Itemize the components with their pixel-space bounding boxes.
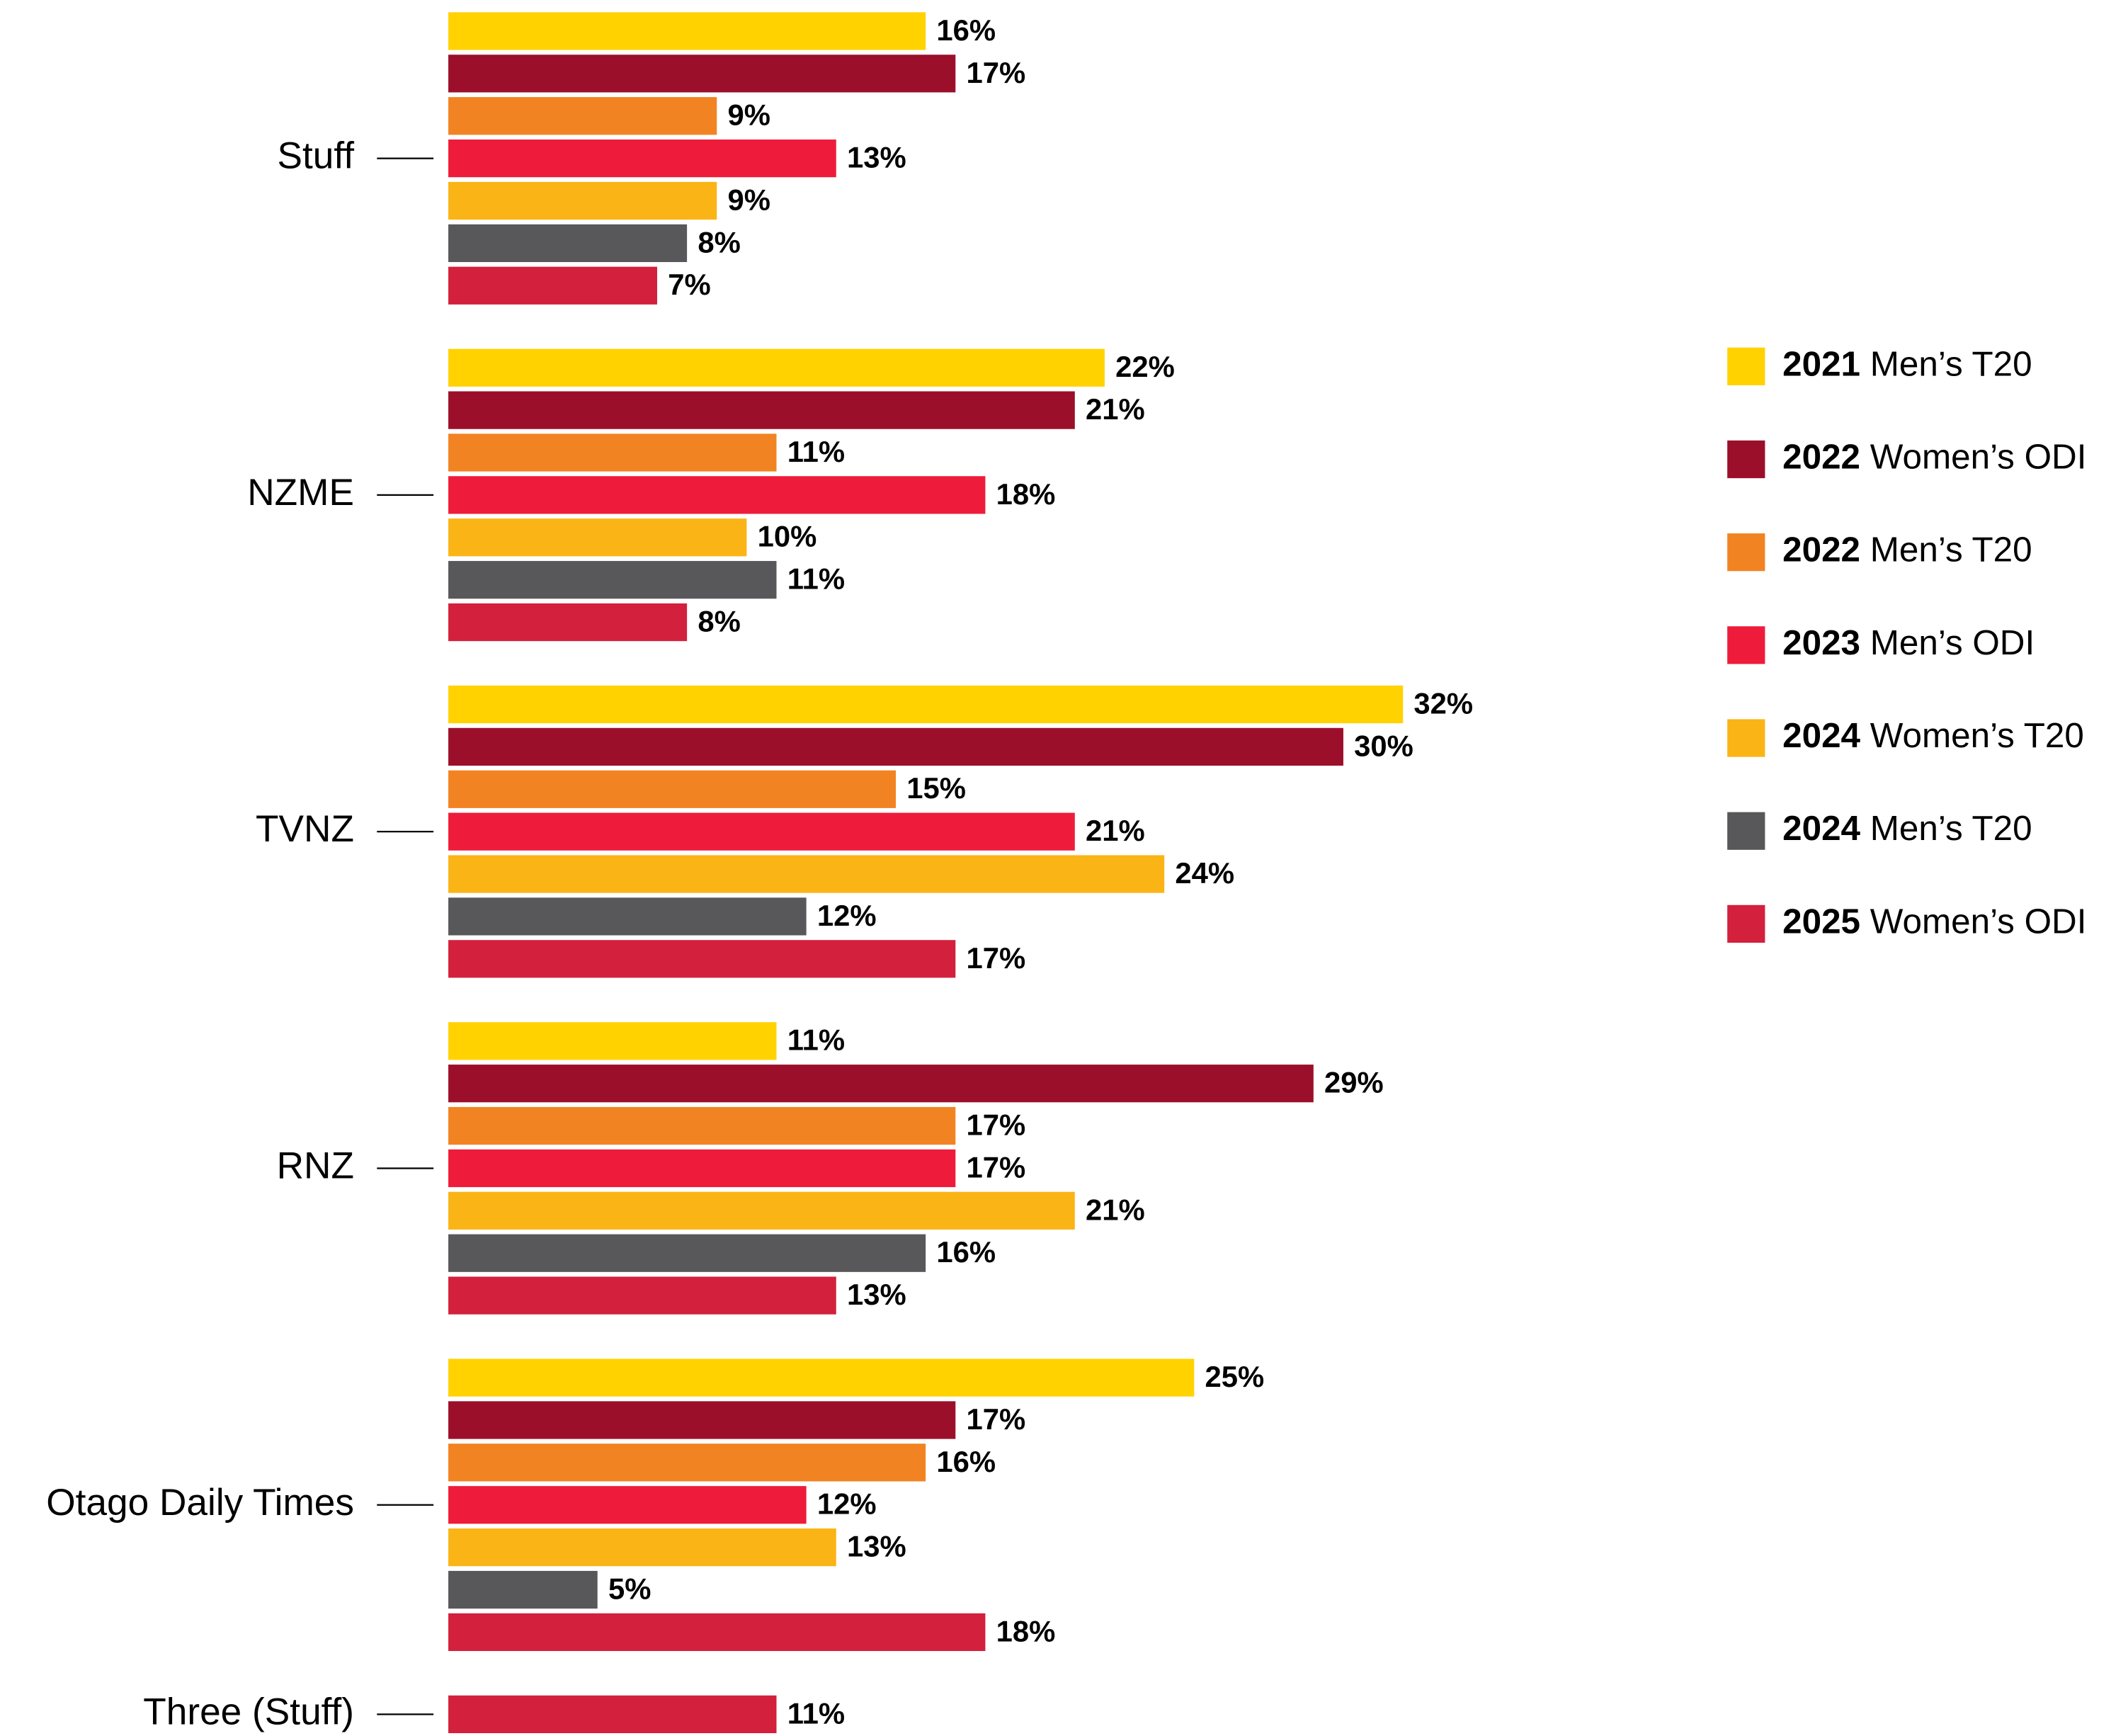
value-label: 11% <box>787 1696 845 1730</box>
value-label: 29% <box>1324 1066 1384 1099</box>
value-label: 21% <box>1086 1193 1145 1226</box>
bar <box>448 940 956 978</box>
bar <box>448 1191 1075 1230</box>
bar <box>448 1276 836 1315</box>
legend-label: 2022 Men’s T20 <box>1782 531 2032 569</box>
value-label: 30% <box>1354 729 1413 762</box>
bar <box>448 391 1075 429</box>
bar <box>448 1022 777 1060</box>
legend-swatch <box>1727 904 1765 943</box>
value-label: 9% <box>727 98 770 132</box>
category-label: Stuff <box>278 135 355 177</box>
legend-label: 2024 Women’s T20 <box>1782 716 2084 755</box>
bar <box>448 685 1404 724</box>
legend-swatch <box>1727 626 1765 664</box>
value-label: 25% <box>1205 1360 1265 1393</box>
value-label: 9% <box>727 183 770 216</box>
value-label: 12% <box>817 899 877 932</box>
value-label: 8% <box>698 604 740 637</box>
value-label: 12% <box>817 1487 877 1521</box>
legend-swatch <box>1727 719 1765 757</box>
bar <box>448 1613 986 1652</box>
legend-label: 2023 Men’s ODI <box>1782 623 2035 662</box>
value-label: 16% <box>936 13 996 47</box>
value-label: 17% <box>966 1150 1025 1184</box>
value-label: 13% <box>847 141 906 174</box>
value-label: 17% <box>966 1108 1025 1142</box>
category-label: RNZ <box>277 1145 354 1187</box>
chart-title: Women's Cricket <box>1736 0 2020 8</box>
value-label: 24% <box>1175 856 1234 890</box>
category-label: NZME <box>247 472 354 514</box>
bar <box>448 855 1165 893</box>
legend-swatch <box>1727 347 1765 385</box>
bar <box>448 348 1105 387</box>
value-label: 17% <box>966 1402 1025 1436</box>
value-label: 22% <box>1115 350 1175 383</box>
bar <box>448 97 717 135</box>
category-label: TVNZ <box>256 808 354 850</box>
legend-swatch <box>1727 812 1765 850</box>
value-label: 13% <box>847 1278 906 1311</box>
bar <box>448 55 956 93</box>
category-label: Three (Stuff) <box>143 1691 354 1732</box>
legend-label: 2025 Women’s ODI <box>1782 902 2086 941</box>
legend-label: 2022 Women’s ODI <box>1782 438 2086 477</box>
value-label: 18% <box>996 1614 1056 1647</box>
legend-label: 2021 Men’s T20 <box>1782 344 2032 383</box>
bar <box>448 1401 956 1439</box>
value-label: 11% <box>787 562 845 596</box>
bar <box>448 266 657 305</box>
bar <box>448 181 717 220</box>
bar <box>448 1695 777 1733</box>
value-label: 32% <box>1413 686 1473 720</box>
bar <box>448 1570 598 1609</box>
bar <box>448 12 926 50</box>
bar <box>448 518 747 557</box>
bar <box>448 224 688 262</box>
value-label: 21% <box>1086 814 1145 847</box>
bar <box>448 1443 926 1482</box>
bar <box>448 897 807 936</box>
value-label: 21% <box>1086 392 1145 426</box>
legend-label: 2024 Men’s T20 <box>1782 809 2032 848</box>
bar <box>448 1528 836 1567</box>
value-label: 5% <box>608 1572 651 1605</box>
bar <box>448 433 777 472</box>
value-label: 16% <box>936 1445 996 1478</box>
value-label: 16% <box>936 1235 996 1269</box>
bar <box>448 727 1343 766</box>
bar <box>448 561 777 599</box>
category-label: Otago Daily Times <box>46 1482 354 1524</box>
bar <box>448 1358 1195 1397</box>
value-label: 18% <box>996 477 1056 511</box>
value-label: 7% <box>668 268 710 301</box>
legend-swatch <box>1727 440 1765 479</box>
value-label: 17% <box>966 941 1025 975</box>
bar <box>448 476 986 514</box>
value-label: 10% <box>758 520 817 553</box>
value-label: 11% <box>787 1023 845 1057</box>
value-label: 13% <box>847 1530 906 1563</box>
bar <box>448 139 836 178</box>
value-label: 17% <box>966 56 1025 89</box>
bar <box>448 603 688 642</box>
bar <box>448 812 1075 851</box>
bar <box>448 1106 956 1145</box>
bar <box>448 1149 956 1188</box>
value-label: 8% <box>698 225 740 259</box>
value-label: 11% <box>787 435 845 468</box>
bar <box>448 1486 807 1524</box>
bar <box>448 1234 926 1272</box>
bar <box>448 1065 1314 1103</box>
bar <box>448 770 897 808</box>
legend-swatch <box>1727 533 1765 572</box>
value-label: 15% <box>906 771 966 805</box>
